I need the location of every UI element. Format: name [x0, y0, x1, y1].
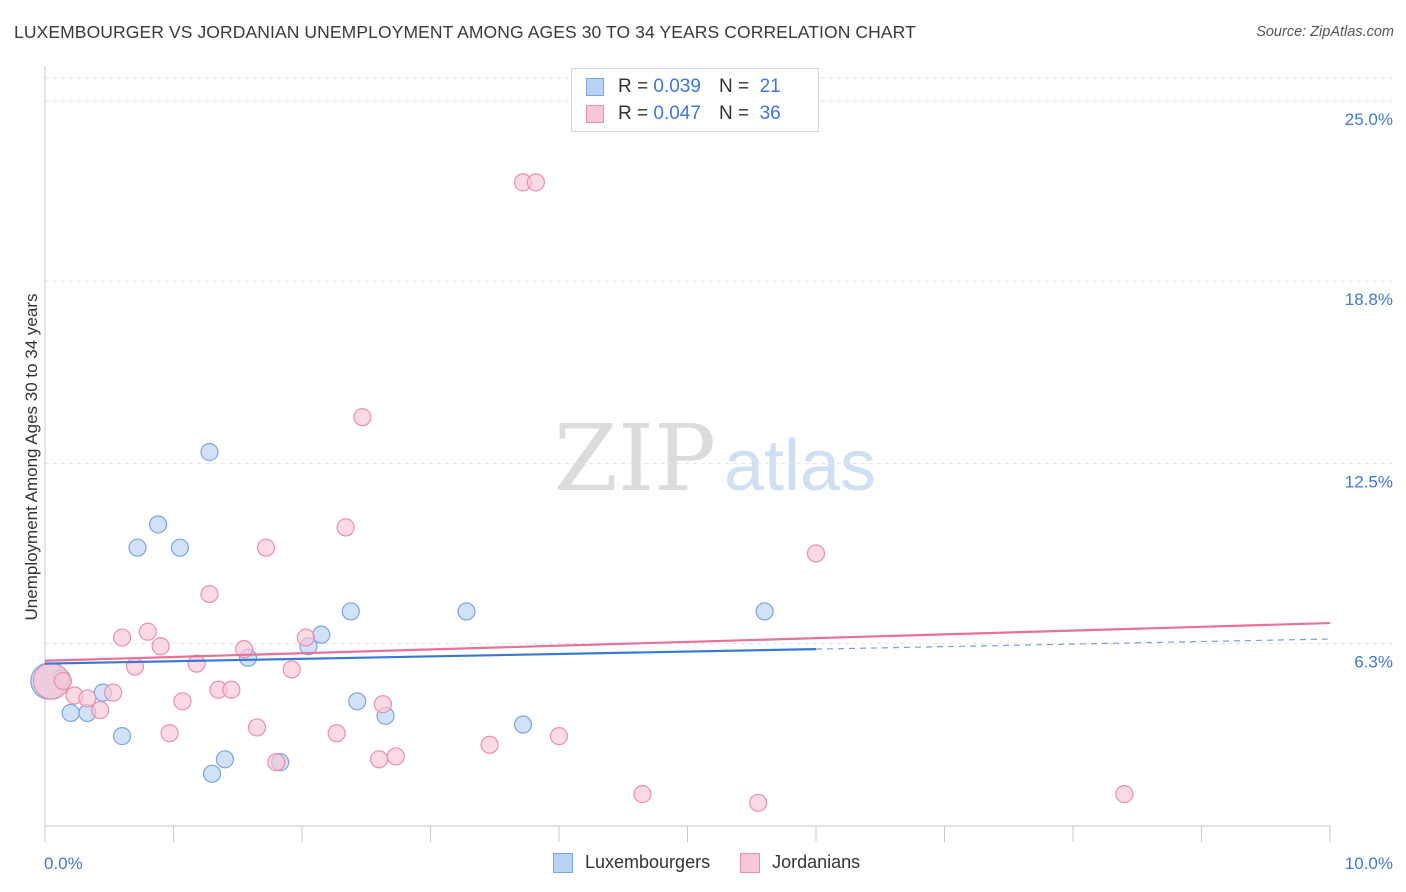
y-tick-label: 18.8%	[1345, 290, 1393, 309]
jordanian-point[interactable]	[633, 785, 652, 804]
x-tick-label: 0.0%	[44, 854, 83, 873]
legend-label: Luxembourgers	[585, 852, 711, 872]
watermark-zip: ZIP	[554, 405, 716, 512]
luxembourger-point[interactable]	[128, 538, 147, 557]
luxembourger-point[interactable]	[312, 625, 331, 644]
luxembourgers-swatch	[553, 852, 573, 873]
luxembourger-point[interactable]	[457, 602, 476, 621]
jordanians-swatch	[740, 852, 761, 873]
luxembourger-point[interactable]	[202, 764, 222, 783]
jordanian-point[interactable]	[386, 747, 405, 766]
jordanian-point[interactable]	[806, 544, 826, 563]
jordanian-point[interactable]	[526, 173, 545, 192]
luxembourger-point[interactable]	[348, 692, 367, 711]
jordanian-point[interactable]	[267, 753, 286, 772]
y-axis-title: Unemployment Among Ages 30 to 34 years	[22, 294, 41, 621]
jordanian-point[interactable]	[247, 718, 267, 737]
source-label: Source: ZipAtlas.com	[1256, 24, 1394, 40]
jordanian-point[interactable]	[235, 640, 254, 659]
chart-title: LUXEMBOURGER VS JORDANIAN UNEMPLOYMENT A…	[14, 22, 916, 42]
jordanian-point[interactable]	[1115, 785, 1134, 804]
jordanian-point[interactable]	[104, 683, 123, 702]
jordanian-point[interactable]	[353, 408, 372, 427]
luxembourgers-swatch	[586, 78, 604, 96]
luxembourger-point[interactable]	[200, 442, 219, 462]
r-label: R =	[618, 103, 649, 124]
n-label: N =	[718, 76, 750, 97]
jordanian-point[interactable]	[151, 637, 170, 656]
r-value: 0.039	[653, 76, 701, 97]
jordanian-point[interactable]	[78, 689, 97, 708]
series-legend: Luxembourgers Jordanians	[553, 852, 890, 873]
luxembourger-point[interactable]	[755, 602, 774, 621]
jordanian-point[interactable]	[138, 622, 157, 641]
luxembourger-point[interactable]	[215, 750, 234, 769]
y-tick-label: 6.3%	[1354, 652, 1393, 671]
watermark-atlas: atlas	[724, 426, 876, 506]
jordanian-trendline	[44, 621, 1331, 662]
luxembourger-point[interactable]	[170, 538, 190, 557]
jordanian-point[interactable]	[187, 654, 206, 673]
legend-row-jordanians: R = 0.047 N = 36	[586, 102, 781, 126]
jordanian-point[interactable]	[296, 628, 315, 647]
jordanian-point[interactable]	[256, 538, 276, 557]
luxembourger-point[interactable]	[112, 727, 132, 746]
jordanian-point[interactable]	[327, 724, 346, 743]
jordanian-point[interactable]	[370, 750, 389, 769]
stats-legend: R = 0.039 N = 21 R = 0.047 N = 36	[571, 68, 819, 132]
n-value: 36	[759, 103, 781, 124]
y-tick-label: 12.5%	[1345, 473, 1393, 492]
jordanian-point[interactable]	[336, 518, 355, 537]
jordanian-point[interactable]	[112, 628, 132, 647]
jordanians-swatch	[586, 105, 604, 123]
legend-item-luxembourgers[interactable]: Luxembourgers	[553, 852, 710, 873]
jordanian-point[interactable]	[222, 680, 241, 699]
jordanian-point[interactable]	[373, 695, 393, 714]
n-label: N =	[718, 103, 750, 124]
r-value: 0.047	[653, 103, 701, 124]
jordanian-point[interactable]	[91, 700, 110, 720]
jordanian-point[interactable]	[160, 724, 179, 743]
y-tick-label: 25.0%	[1345, 110, 1393, 129]
luxembourger-point[interactable]	[341, 602, 360, 621]
jordanian-point[interactable]	[125, 657, 145, 676]
jordanian-point[interactable]	[200, 584, 219, 604]
legend-item-jordanians[interactable]: Jordanians	[740, 852, 860, 873]
jordanian-point[interactable]	[282, 660, 301, 679]
luxembourger-trendline-extension	[815, 638, 1331, 650]
jordanian-point[interactable]	[53, 671, 73, 691]
luxembourger-point[interactable]	[148, 515, 168, 534]
jordanian-point[interactable]	[480, 735, 499, 754]
jordanian-point[interactable]	[749, 793, 768, 812]
luxembourger-trendline	[44, 648, 817, 665]
jordanian-point[interactable]	[173, 692, 192, 711]
r-label: R =	[618, 76, 649, 97]
x-tick-label: 10.0%	[1345, 854, 1393, 873]
luxembourger-point[interactable]	[61, 703, 80, 723]
n-value: 21	[759, 76, 781, 97]
legend-row-luxembourgers: R = 0.039 N = 21	[586, 75, 781, 99]
luxembourger-point[interactable]	[513, 715, 533, 734]
jordanian-point[interactable]	[549, 727, 569, 746]
legend-label: Jordanians	[772, 852, 861, 872]
